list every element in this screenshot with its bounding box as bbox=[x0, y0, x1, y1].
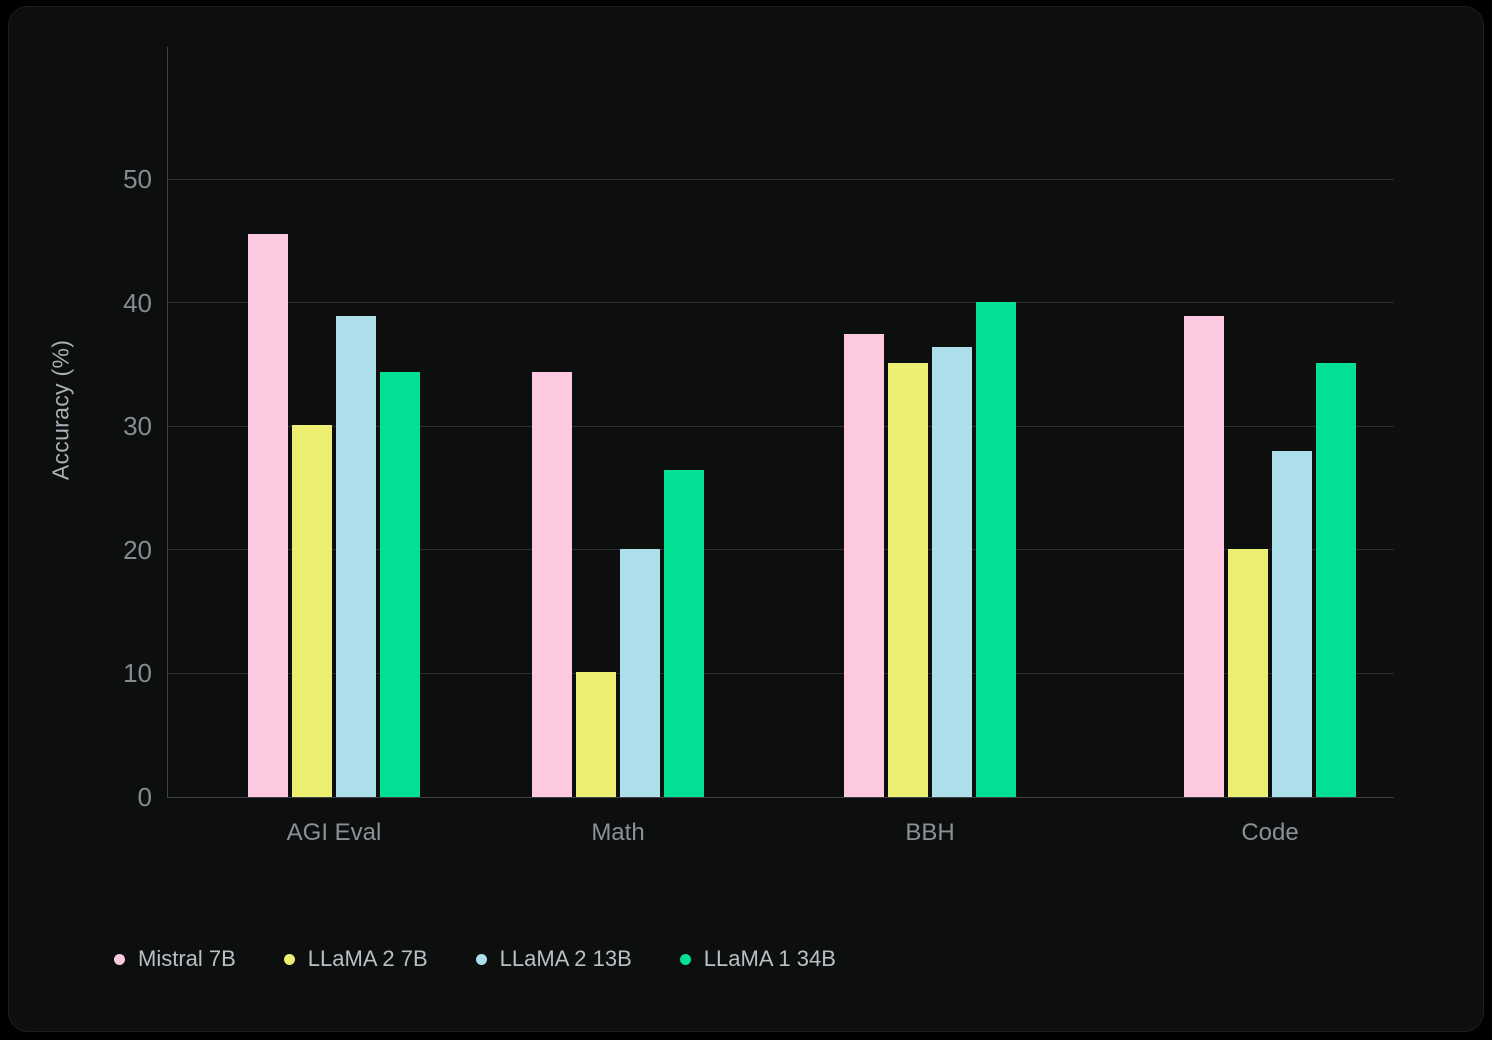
bar-llama-1-34b-bbh bbox=[976, 302, 1016, 797]
y-tick-label: 40 bbox=[123, 287, 152, 318]
legend-label: LLaMA 2 13B bbox=[499, 946, 632, 971]
bar-group-code bbox=[1184, 316, 1356, 797]
gridline bbox=[168, 549, 1394, 551]
legend-swatch-icon bbox=[475, 953, 487, 965]
legend-swatch-icon bbox=[283, 953, 295, 965]
bar-mistral-7b-math bbox=[532, 372, 572, 797]
legend-swatch-icon bbox=[114, 953, 125, 965]
legend-label: LLaMA 2 7B bbox=[307, 946, 428, 971]
plot-area: 0 10 20 30 40 50 AGI Eval Math BBH Code bbox=[123, 47, 1394, 846]
x-category-label-code: Code bbox=[1241, 819, 1299, 846]
bar-mistral-7b-code bbox=[1184, 316, 1224, 797]
y-tick-label: 30 bbox=[123, 411, 152, 442]
y-axis-title: Accuracy (%) bbox=[47, 339, 74, 481]
bar-llama-2-7b-bbh bbox=[888, 363, 928, 797]
y-tick-label: 10 bbox=[123, 658, 152, 689]
x-category-label-agi-eval: AGI Eval bbox=[286, 819, 382, 846]
chart-panel: Accuracy (%) 0 10 20 30 40 50 AGI Eval Math BBH C… bbox=[8, 6, 1484, 1032]
legend-item-llama-2-7b: LLaMA 2 7B bbox=[283, 946, 428, 972]
bar-llama-2-7b-agi-eval bbox=[292, 425, 332, 797]
bar-llama-2-13b-bbh bbox=[932, 347, 972, 797]
legend-swatch-icon bbox=[679, 953, 691, 965]
bar-llama-2-13b-code bbox=[1272, 451, 1312, 797]
x-category-label-bbh: BBH bbox=[905, 819, 955, 846]
legend-label: LLaMA 1 34B bbox=[703, 946, 836, 971]
bar-llama-1-34b-code bbox=[1316, 363, 1356, 797]
bar-mistral-7b-agi-eval bbox=[248, 234, 288, 797]
y-tick-label: 20 bbox=[123, 534, 152, 565]
y-tick-label: 0 bbox=[137, 782, 152, 812]
bar-group-agi-eval bbox=[248, 234, 420, 797]
legend-label: Mistral 7B bbox=[138, 946, 236, 971]
bar-llama-1-34b-math bbox=[664, 470, 704, 797]
bar-llama-2-13b-agi-eval bbox=[336, 316, 376, 797]
bar-llama-2-7b-code bbox=[1228, 549, 1268, 797]
bar-group-bbh bbox=[844, 302, 1016, 797]
legend-item-llama-1-34b: LLaMA 1 34B bbox=[679, 946, 836, 972]
bar-mistral-7b-bbh bbox=[844, 334, 884, 797]
x-category-label-math: Math bbox=[591, 819, 645, 846]
gridline bbox=[168, 672, 1394, 674]
gridline bbox=[168, 178, 1394, 180]
gridline bbox=[168, 302, 1394, 304]
legend-item-llama-2-13b: LLaMA 2 13B bbox=[475, 946, 632, 972]
legend: Mistral 7B LLaMA 2 7B LLaMA 2 13B LLaMA 1 3… bbox=[114, 943, 836, 975]
legend-item-mistral-7b: Mistral 7B bbox=[114, 946, 236, 972]
gridline bbox=[168, 425, 1394, 427]
bar-llama-2-7b-math bbox=[576, 672, 616, 797]
bar-llama-2-13b-math bbox=[620, 549, 660, 797]
y-tick-label: 50 bbox=[123, 164, 152, 195]
bar-group-math bbox=[532, 372, 704, 797]
bar-llama-1-34b-agi-eval bbox=[380, 372, 420, 797]
